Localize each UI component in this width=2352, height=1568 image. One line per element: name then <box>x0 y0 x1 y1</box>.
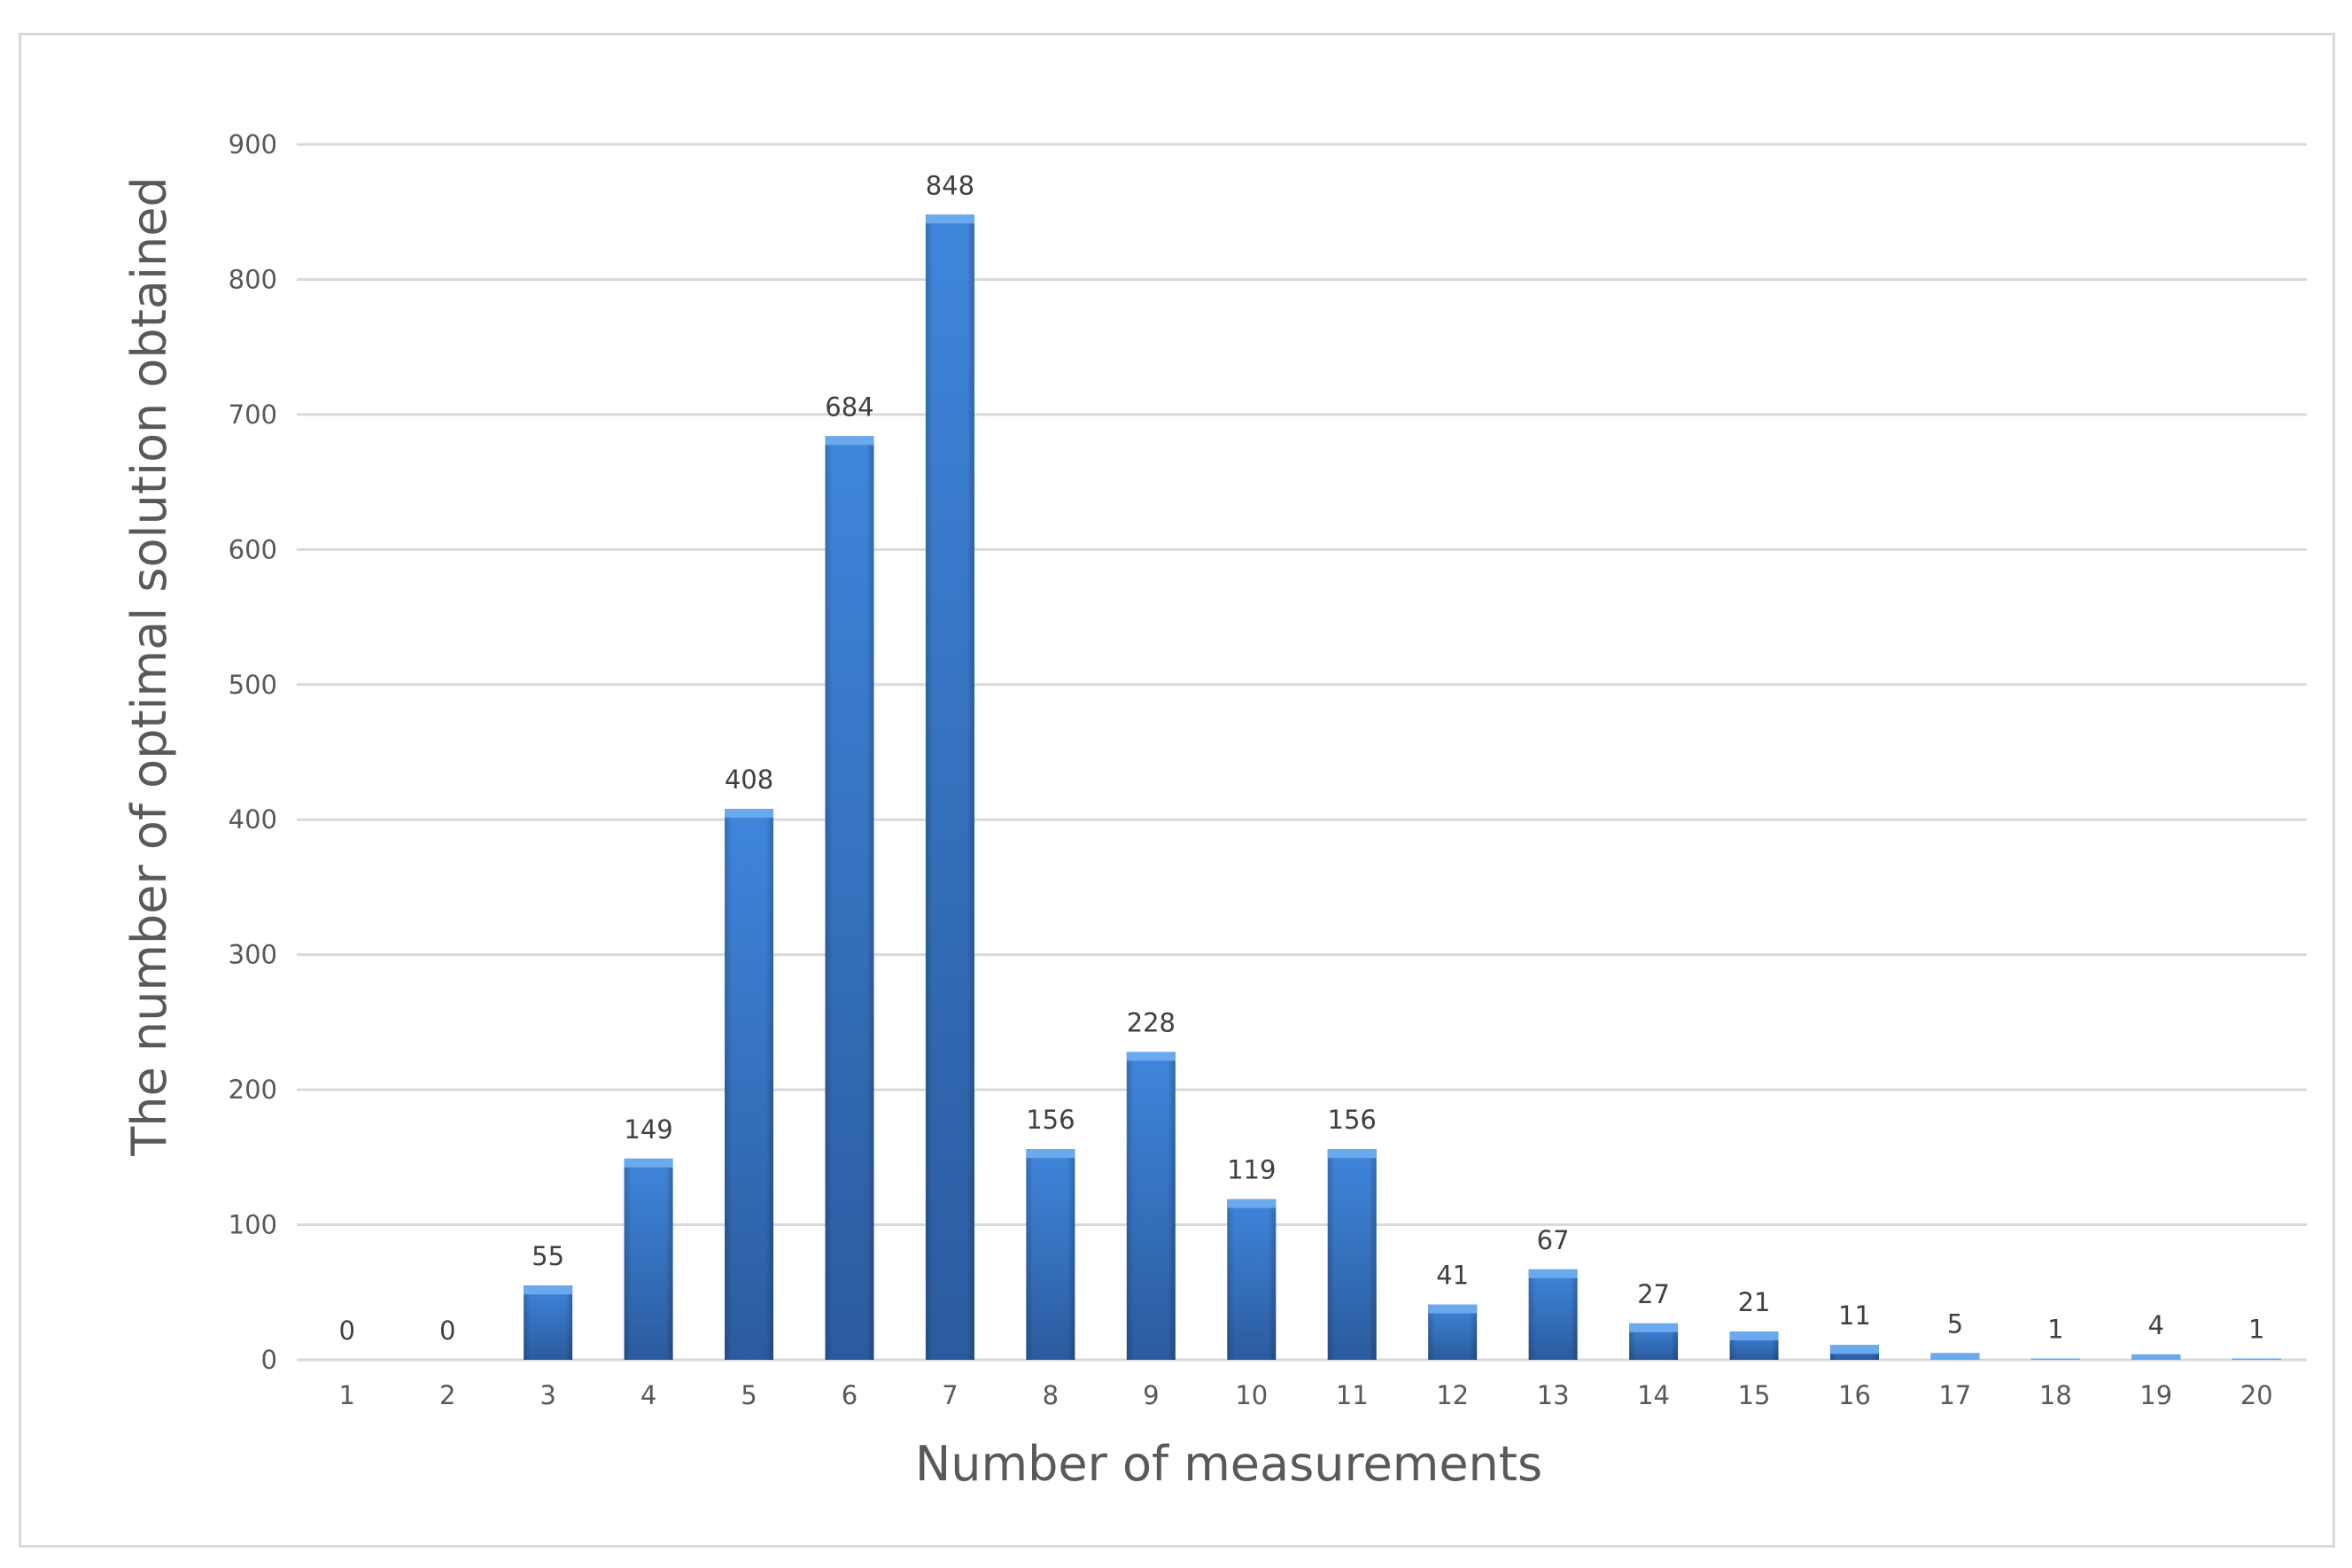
y-tick-label: 800 <box>229 264 277 294</box>
x-tick-label: 15 <box>1738 1380 1771 1410</box>
data-label: 149 <box>624 1114 672 1145</box>
data-label: 228 <box>1127 1007 1176 1037</box>
bar-cap <box>1629 1323 1679 1332</box>
x-tick-label: 16 <box>1838 1380 1871 1410</box>
data-label: 156 <box>1328 1105 1377 1135</box>
y-tick-label: 600 <box>229 534 277 564</box>
data-label: 119 <box>1227 1155 1276 1185</box>
data-label: 11 <box>1838 1300 1871 1331</box>
bar-shade <box>825 436 874 1360</box>
bar-shade <box>1428 1304 1478 1360</box>
bar-cap <box>1026 1149 1075 1159</box>
data-label: 5 <box>1947 1308 1963 1339</box>
x-tick-label: 9 <box>1143 1380 1159 1410</box>
x-tick-label: 17 <box>1938 1380 1971 1410</box>
bar-cap <box>825 436 874 446</box>
bar-shade <box>1026 1149 1075 1360</box>
x-tick-label: 4 <box>640 1380 656 1410</box>
bar-shade <box>725 809 774 1360</box>
y-tick-label: 400 <box>229 804 277 834</box>
y-axis-ticks: 0 100 200 300 400 500 600 700 800 900 <box>229 129 277 1375</box>
x-tick-label: 12 <box>1436 1380 1469 1410</box>
bar-cap <box>2232 1358 2281 1360</box>
y-axis-title: The number of optimal solution obtained <box>121 176 177 1156</box>
data-label: 0 <box>439 1316 455 1346</box>
bar-cap <box>2131 1354 2181 1360</box>
bar-cap <box>1126 1052 1176 1061</box>
bar-cap <box>1528 1269 1578 1278</box>
y-tick-label: 200 <box>229 1075 277 1105</box>
data-label: 684 <box>825 392 873 422</box>
bar-cap <box>2030 1358 2080 1360</box>
x-tick-label: 13 <box>1537 1380 1570 1410</box>
bar-shade <box>1227 1199 1277 1360</box>
y-tick-label: 500 <box>229 670 277 700</box>
gridlines <box>297 143 2307 1362</box>
bar-shade <box>1327 1149 1377 1360</box>
chart-frame <box>19 33 2335 1548</box>
bar-shade <box>925 214 974 1360</box>
bar-cap <box>1829 1345 1879 1355</box>
x-tick-label: 2 <box>439 1380 455 1410</box>
x-tick-label: 6 <box>842 1380 858 1410</box>
x-tick-label: 20 <box>2240 1380 2273 1410</box>
x-tick-label: 14 <box>1637 1380 1670 1410</box>
data-label: 0 <box>338 1316 354 1346</box>
bar-cap <box>1930 1353 1980 1360</box>
x-tick-label: 1 <box>338 1380 354 1410</box>
bar-shade <box>1126 1052 1176 1360</box>
data-label: 55 <box>532 1241 564 1271</box>
bar-cap <box>925 214 974 224</box>
x-tick-label: 5 <box>741 1380 757 1410</box>
data-label: 848 <box>926 170 974 200</box>
y-tick-label: 900 <box>229 129 277 159</box>
bar-cap <box>624 1158 673 1168</box>
x-tick-label: 3 <box>539 1380 555 1410</box>
y-tick-label: 700 <box>229 400 277 430</box>
data-label: 27 <box>1637 1279 1670 1309</box>
bar-cap <box>1227 1199 1277 1208</box>
data-label: 67 <box>1537 1225 1570 1255</box>
x-axis-title: Number of measurements <box>915 1436 1542 1492</box>
x-axis-ticks: 1 2 3 4 5 6 7 8 9 10 11 12 13 14 15 16 17 18 19 20 <box>338 1380 2272 1410</box>
data-label: 41 <box>1436 1260 1469 1290</box>
y-tick-label: 0 <box>261 1345 277 1375</box>
x-tick-label: 7 <box>942 1380 958 1410</box>
x-tick-label: 19 <box>2139 1380 2172 1410</box>
bars <box>524 214 2281 1360</box>
y-tick-label: 300 <box>229 940 277 970</box>
bar-cap <box>1428 1304 1478 1314</box>
bar-cap <box>1729 1331 1779 1340</box>
data-label: 21 <box>1738 1287 1771 1317</box>
bar-shade <box>624 1158 673 1360</box>
data-label: 1 <box>2047 1314 2063 1344</box>
data-label: 408 <box>725 765 773 795</box>
data-label: 4 <box>2148 1310 2164 1340</box>
bar-shade <box>524 1285 573 1360</box>
bar-cap <box>524 1285 573 1295</box>
bar-cap <box>1327 1149 1377 1159</box>
bar-cap <box>725 809 774 819</box>
x-tick-label: 8 <box>1043 1380 1059 1410</box>
data-label: 156 <box>1026 1105 1075 1135</box>
x-tick-label: 11 <box>1336 1380 1369 1410</box>
x-tick-label: 18 <box>2039 1380 2072 1410</box>
y-tick-label: 100 <box>229 1210 277 1240</box>
x-tick-label: 10 <box>1235 1380 1268 1410</box>
bar-shade <box>1528 1269 1578 1360</box>
data-label: 1 <box>2248 1314 2264 1344</box>
